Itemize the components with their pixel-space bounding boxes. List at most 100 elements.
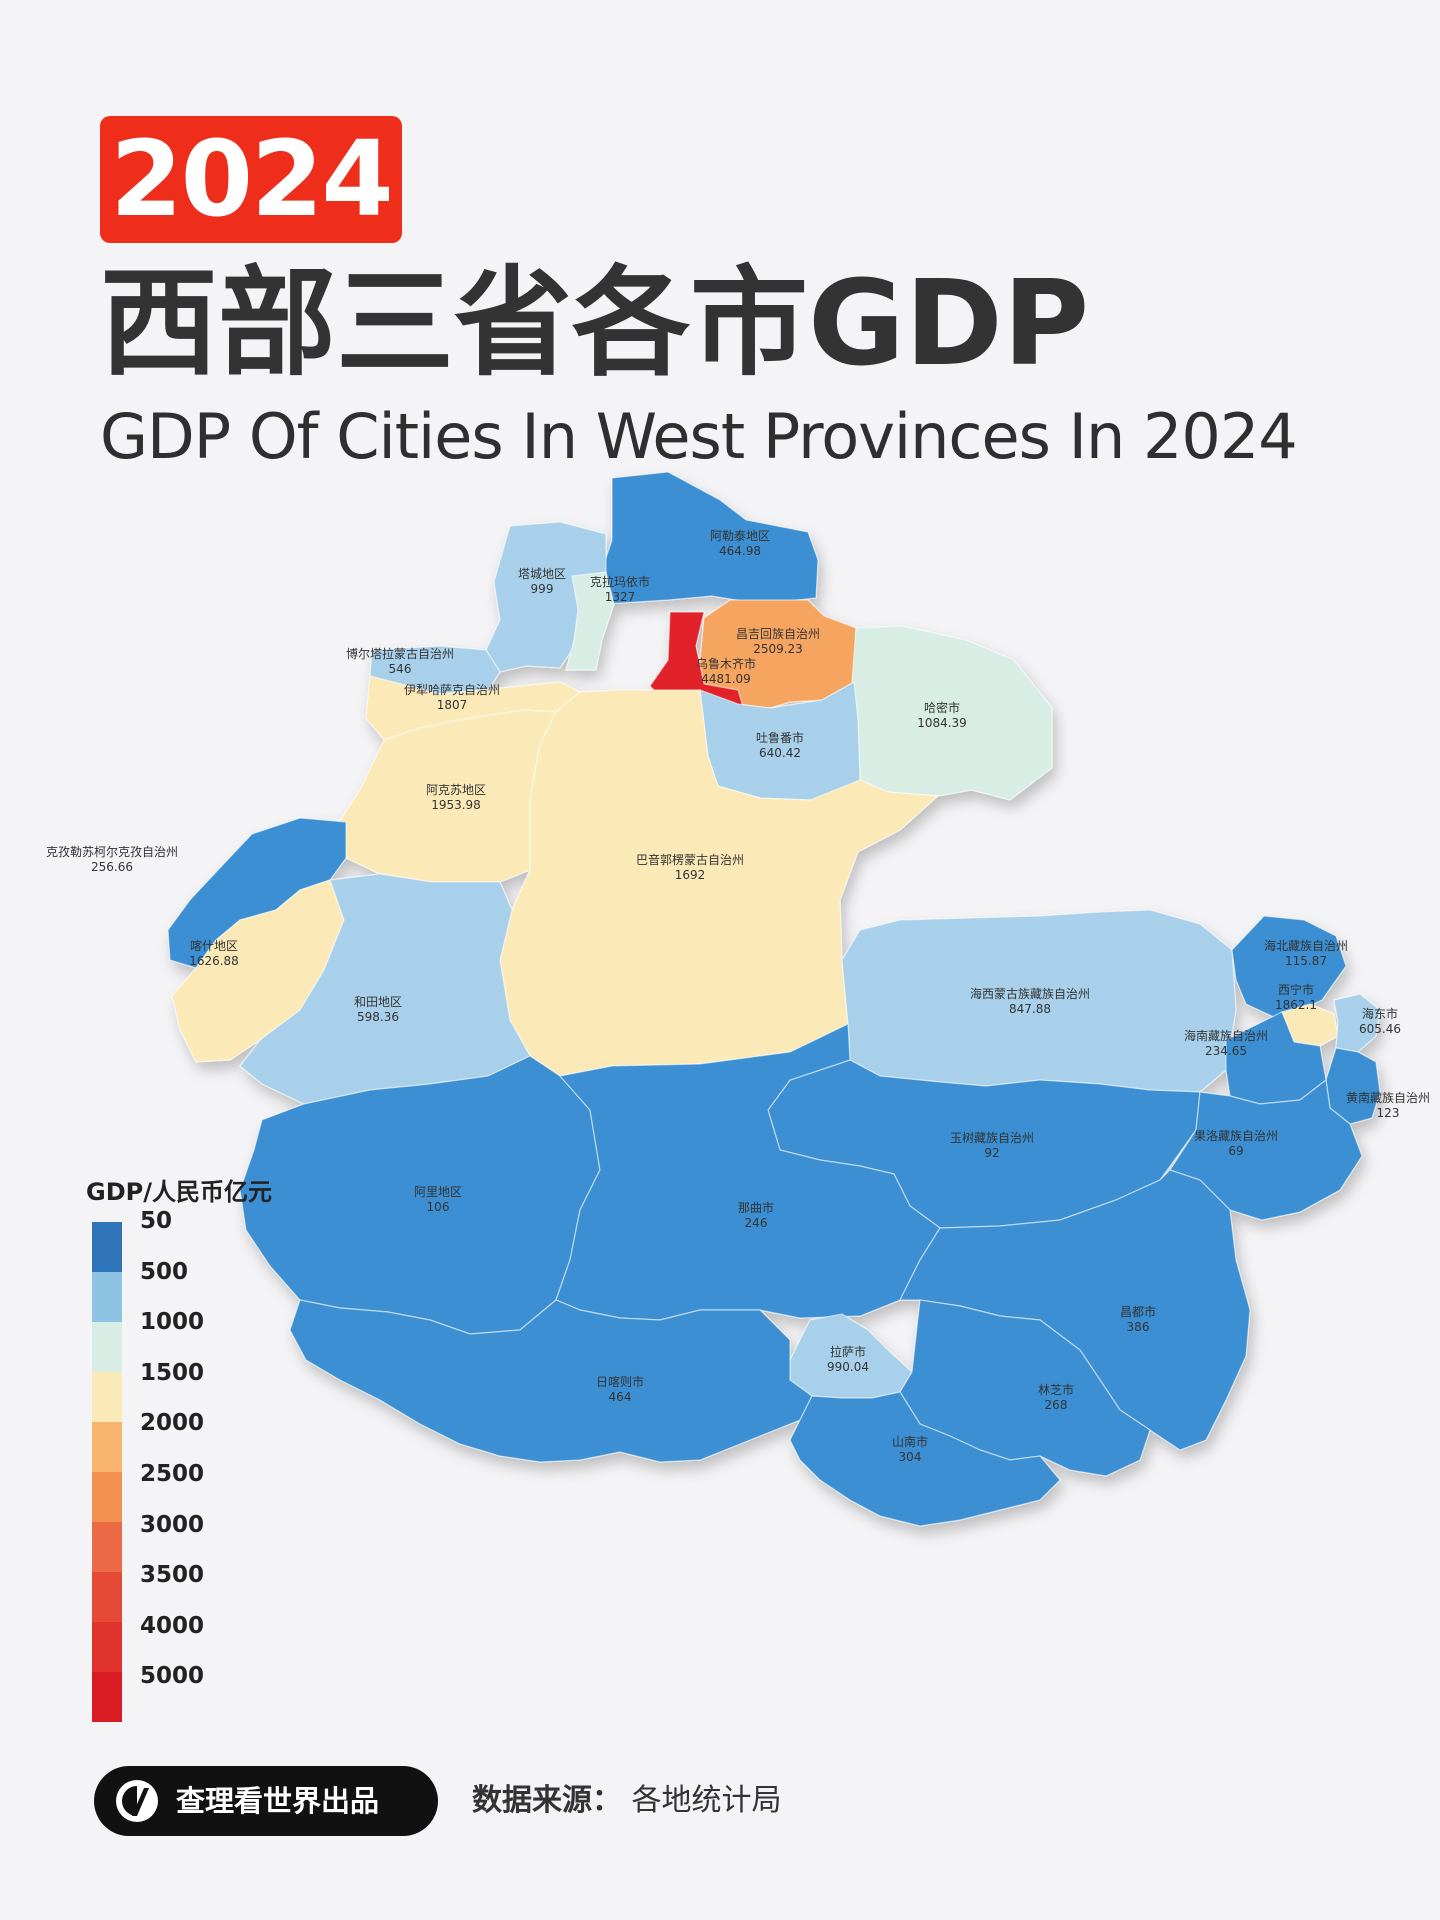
map-region [565, 571, 615, 671]
map-region [789, 1391, 1061, 1527]
region-name: 山南市 [892, 1434, 928, 1449]
legend-label: 1500 [140, 1359, 205, 1386]
region-gdp-value: 304 [899, 1450, 922, 1464]
region-name: 克孜勒苏柯尔克孜自治州 [46, 844, 178, 859]
region-gdp-value: 1953.98 [431, 798, 481, 812]
region-gdp-value: 92 [984, 1146, 999, 1160]
region-name: 日喀则市 [596, 1374, 644, 1389]
legend-label: 500 [140, 1258, 189, 1285]
region-name: 伊犁哈萨克自治州 [404, 683, 500, 697]
region-gdp-value: 234.65 [1205, 1044, 1247, 1058]
legend-swatch [92, 1322, 122, 1372]
legend-swatch [92, 1472, 122, 1522]
region-name: 西宁市 [1278, 982, 1314, 997]
legend-swatch [92, 1422, 122, 1472]
page-title: 西部三省各市GDP [100, 254, 1090, 392]
region-gdp-value: 999 [531, 582, 554, 596]
legend-label: 3500 [140, 1562, 205, 1589]
region-name: 塔城地区 [518, 567, 566, 581]
region-name: 海东市 [1362, 1006, 1398, 1021]
region-name: 昌吉回族自治州 [736, 627, 820, 641]
map-region [485, 521, 607, 673]
region-gdp-value: 4481.09 [701, 672, 751, 686]
region-name: 阿勒泰地区 [710, 529, 770, 543]
region-gdp-value: 1626.88 [189, 954, 239, 968]
region-gdp-value: 990.04 [827, 1360, 869, 1374]
region-name: 海西蒙古族藏族自治州 [970, 986, 1090, 1001]
region-gdp-value: 268 [1045, 1398, 1068, 1412]
legend-swatch [92, 1522, 122, 1572]
region-gdp-value: 464.98 [719, 544, 761, 558]
region-gdp-value: 464 [609, 1390, 632, 1404]
brand-badge: 查理看世界出品 [94, 1766, 438, 1836]
legend-swatches [92, 1222, 122, 1722]
legend-title: GDP/人民币亿元 [86, 1178, 272, 1206]
region-name: 博尔塔拉蒙古自治州 [346, 646, 454, 661]
brand-name: 查理看世界出品 [176, 1784, 380, 1818]
legend-label: 1000 [140, 1309, 205, 1336]
region-gdp-value: 256.66 [91, 860, 133, 874]
data-source: 数据来源： 各地统计局 [472, 1778, 782, 1824]
region-name: 阿克苏地区 [426, 783, 486, 797]
map-region [841, 909, 1237, 1093]
region-name: 和田地区 [354, 995, 402, 1009]
region-gdp-value: 1807 [437, 698, 468, 712]
legend-label: 3000 [140, 1511, 205, 1538]
region-name: 黄南藏族自治州 [1346, 1090, 1430, 1105]
region-name: 昌都市 [1120, 1304, 1156, 1319]
region-name: 林芝市 [1038, 1382, 1074, 1397]
map-region [1231, 915, 1347, 1019]
region-gdp-value: 386 [1127, 1320, 1150, 1334]
data-source-value: 各地统计局 [631, 1783, 782, 1818]
legend-swatch [92, 1372, 122, 1422]
legend-label: 50 [140, 1208, 173, 1234]
legend-swatch [92, 1672, 122, 1722]
region-gdp-value: 69 [1228, 1144, 1243, 1158]
region-name: 乌鲁木齐市 [696, 656, 756, 671]
region-name: 海北藏族自治州 [1264, 938, 1348, 953]
legend-swatch [92, 1222, 122, 1272]
legend-label: 2000 [140, 1410, 205, 1437]
region-name: 玉树藏族自治州 [950, 1130, 1034, 1145]
legend-swatch [92, 1622, 122, 1672]
region-gdp-value: 106 [427, 1200, 450, 1214]
region-gdp-value: 605.46 [1359, 1022, 1401, 1036]
region-gdp-value: 640.42 [759, 746, 801, 760]
legend-swatch [92, 1572, 122, 1622]
region-gdp-value: 115.87 [1285, 954, 1327, 968]
region-name: 拉萨市 [830, 1344, 866, 1359]
data-source-label: 数据来源： [472, 1783, 622, 1818]
region-gdp-value: 1862.1 [1275, 998, 1317, 1012]
region-name: 巴音郭楞蒙古自治州 [636, 852, 744, 867]
legend-swatch [92, 1272, 122, 1322]
region-gdp-value: 847.88 [1009, 1002, 1051, 1016]
region-gdp-value: 246 [745, 1216, 768, 1230]
map-region [1333, 993, 1381, 1053]
legend-label: 5000 [140, 1663, 205, 1690]
region-gdp-value: 1327 [605, 590, 636, 604]
region-gdp-value: 546 [389, 662, 412, 676]
region-name: 阿里地区 [414, 1185, 462, 1199]
